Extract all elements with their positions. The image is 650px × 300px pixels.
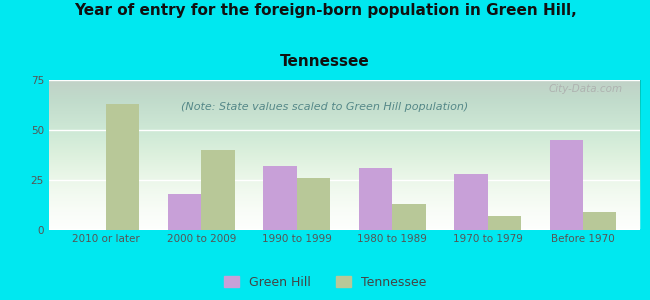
Text: (Note: State values scaled to Green Hill population): (Note: State values scaled to Green Hill…	[181, 102, 469, 112]
Bar	[297, 178, 330, 230]
Bar	[168, 194, 202, 230]
Bar	[359, 167, 392, 230]
Bar	[106, 103, 139, 230]
Text: Tennessee: Tennessee	[280, 54, 370, 69]
Bar	[488, 215, 521, 230]
Bar	[583, 212, 616, 230]
Legend: Green Hill, Tennessee: Green Hill, Tennessee	[219, 271, 431, 294]
Bar	[550, 140, 583, 230]
Bar	[454, 173, 488, 230]
Text: Year of entry for the foreign-born population in Green Hill,: Year of entry for the foreign-born popul…	[73, 3, 577, 18]
Text: City-Data.com: City-Data.com	[549, 84, 623, 94]
Bar	[202, 149, 235, 230]
Bar	[263, 166, 297, 230]
Bar	[392, 203, 426, 230]
